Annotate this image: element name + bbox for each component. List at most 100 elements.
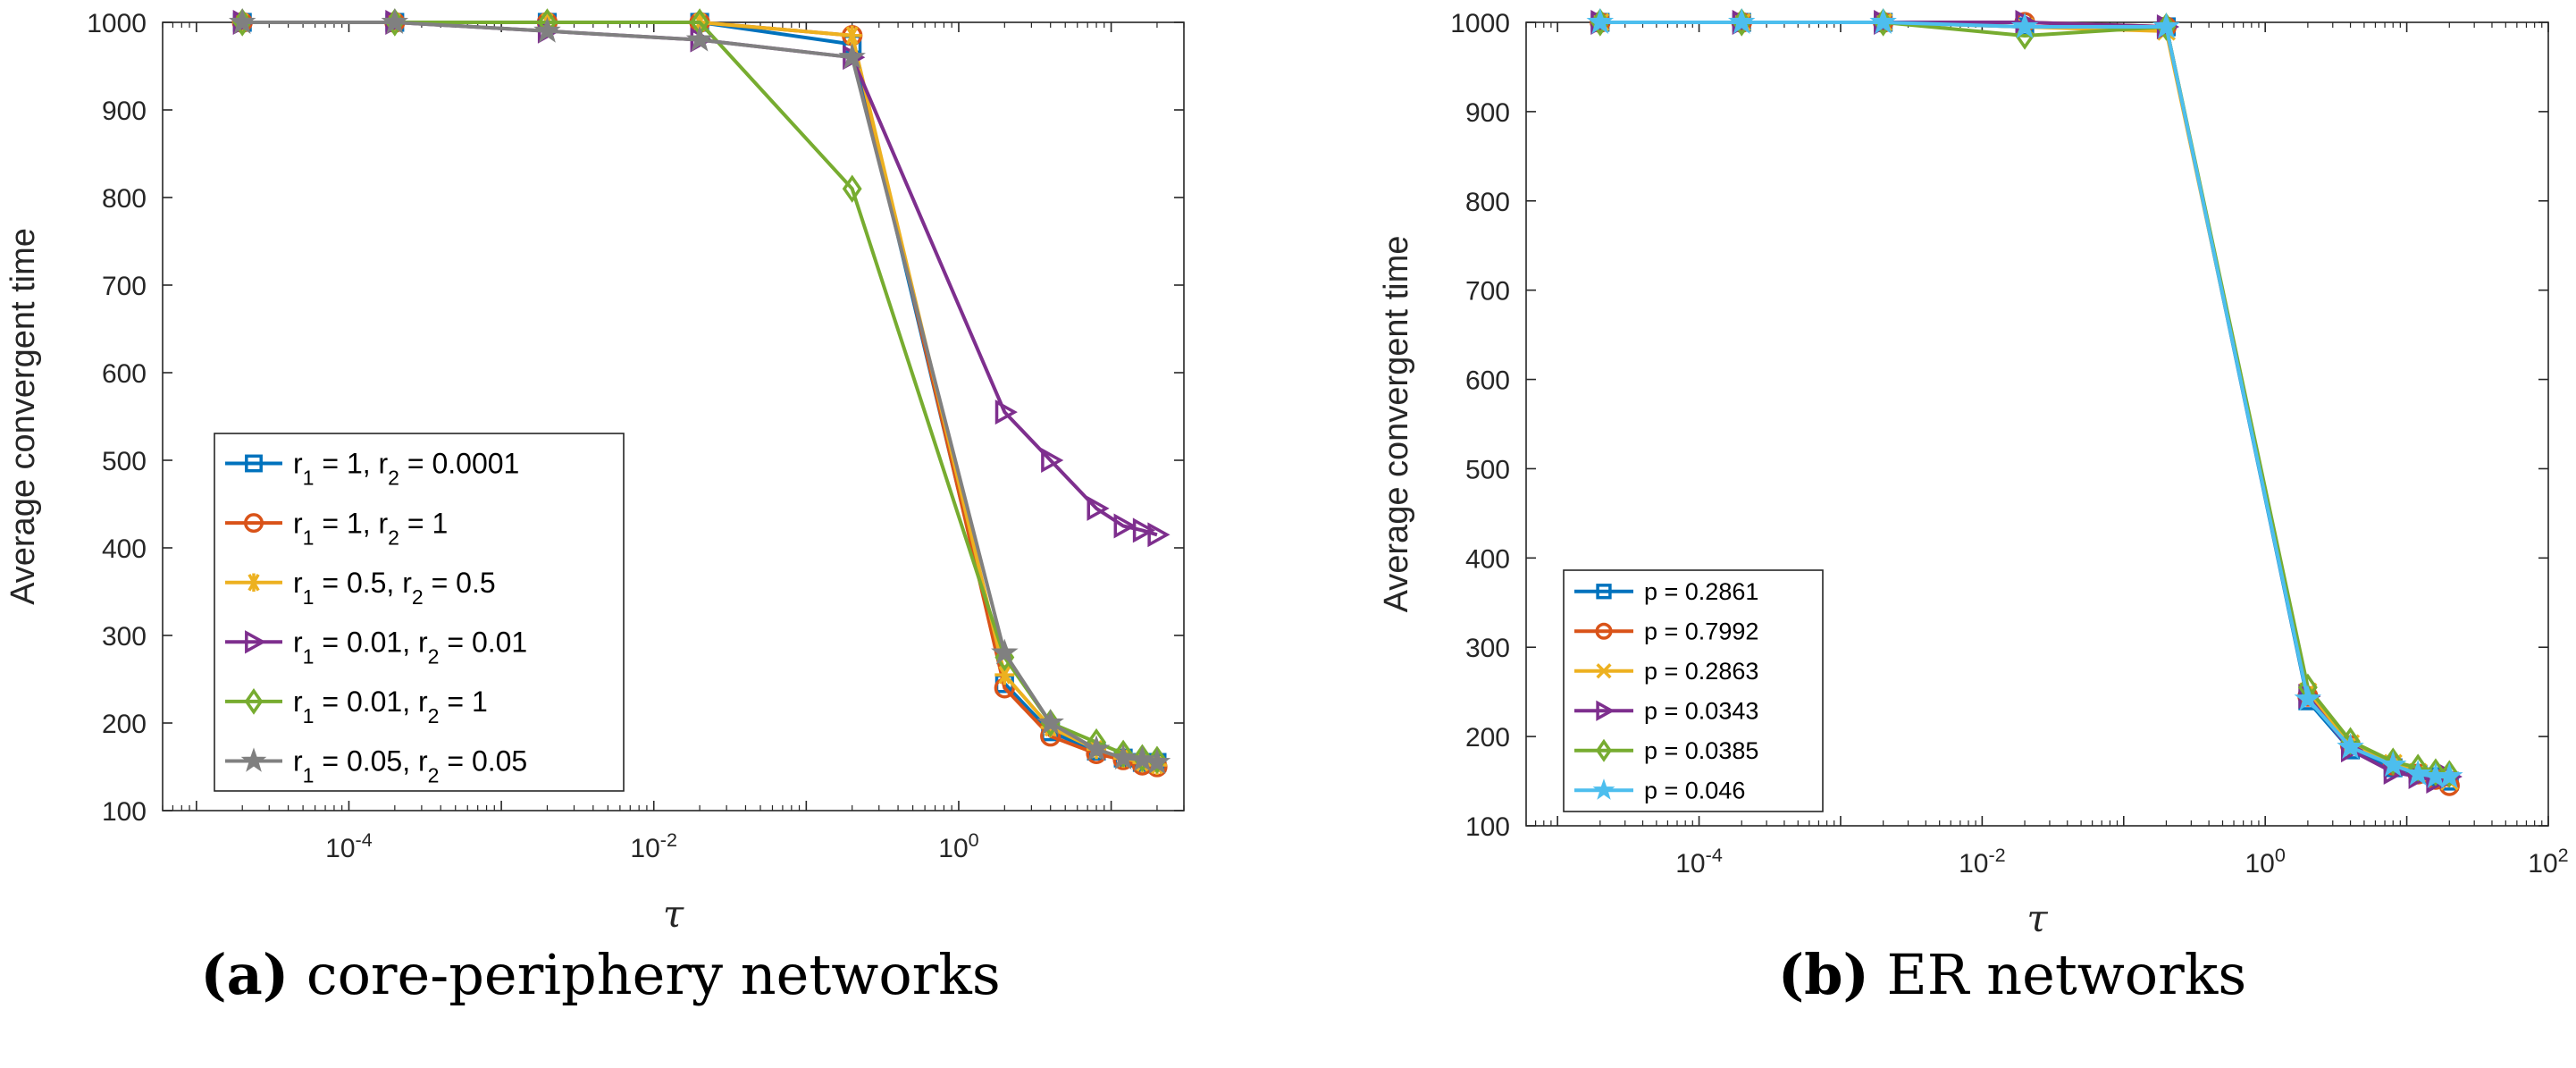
- y-tick-label: 300: [1465, 634, 1510, 663]
- panel-a: 100 200 300 400 500 600 700 800 900 1000 10-4 10-2 1…: [4, 7, 1185, 936]
- data-point: [1132, 517, 1156, 543]
- data-point: [228, 7, 256, 34]
- data-point: [994, 665, 1015, 685]
- y-tick-label: 500: [102, 447, 147, 476]
- legend-item: p = 0.7992: [1574, 618, 1758, 645]
- legend-marker: [1596, 663, 1612, 679]
- y-tick-label: 300: [102, 622, 147, 652]
- legend-marker: [245, 630, 266, 654]
- legend-marker: [244, 688, 264, 715]
- data-point: [1143, 748, 1171, 775]
- x-tick-label: 10-4: [325, 828, 373, 864]
- legend-marker: [1595, 622, 1613, 640]
- legend-marker: [244, 573, 264, 592]
- x-tick-label: 100: [938, 828, 978, 864]
- data-point: [1132, 744, 1153, 772]
- x-tick-label: 10-4: [1675, 844, 1723, 879]
- legend-marker: [1596, 584, 1612, 600]
- y-tick-label: 100: [1465, 812, 1510, 842]
- legend-item: p = 0.046: [1574, 778, 1745, 804]
- series-5: [228, 7, 1171, 775]
- legend: r1 = 1, r2 = 0.0001 r1 = 1, r2 = 1 r1 = 0.…: [214, 433, 625, 792]
- legend-label: p = 0.046: [1644, 778, 1745, 804]
- y-tick-label: 200: [1465, 723, 1510, 753]
- legend-marker: [1596, 700, 1615, 721]
- caption-b: (b) ER networks: [1778, 942, 2246, 1007]
- data-point: [1082, 735, 1111, 761]
- legend-item: r1 = 0.5, r2 = 0.5: [225, 567, 496, 609]
- data-point: [838, 43, 866, 70]
- x-tick-label: 102: [2528, 844, 2568, 879]
- legend-box: [1563, 569, 1824, 812]
- legend-box: [214, 433, 625, 792]
- x-tick-label: 10-2: [1959, 844, 2006, 879]
- data-point: [2010, 12, 2039, 38]
- data-point: [1109, 744, 1137, 770]
- data-point: [2294, 685, 2322, 711]
- legend-marker: [244, 513, 264, 534]
- legend-marker: [1592, 778, 1615, 800]
- legend-label: p = 0.7992: [1644, 618, 1758, 645]
- data-point: [1727, 7, 1756, 34]
- data-point: [685, 25, 714, 52]
- legend-item: p = 0.2861: [1574, 578, 1758, 605]
- legend-label: r1 = 0.01, r2 = 0.01: [293, 627, 527, 669]
- y-tick-label: 200: [102, 710, 147, 739]
- legend-item: r1 = 0.05, r2 = 0.05: [225, 745, 527, 787]
- legend-item: r1 = 1, r2 = 0.0001: [225, 448, 519, 490]
- data-point: [2404, 760, 2432, 786]
- y-tick-label: 700: [102, 272, 147, 301]
- data-point: [1147, 522, 1171, 548]
- data-point: [381, 7, 409, 34]
- data-point: [1087, 495, 1110, 521]
- series-5: [1586, 7, 2463, 789]
- data-point: [994, 399, 1018, 425]
- y-tick-label: 600: [1465, 366, 1510, 396]
- legend-item: p = 0.0385: [1574, 737, 1758, 764]
- legend-label: r1 = 0.5, r2 = 0.5: [293, 567, 496, 609]
- data-point: [2439, 760, 2460, 788]
- x-tick-label: 10-2: [630, 828, 677, 864]
- data-point: [1586, 7, 1615, 34]
- legend-label: r1 = 0.05, r2 = 0.05: [293, 745, 527, 787]
- data-point: [842, 25, 862, 46]
- data-point: [2425, 758, 2446, 786]
- legend-label: r1 = 0.01, r2 = 1: [293, 685, 488, 727]
- y-tick-label: 400: [1465, 544, 1510, 574]
- y-axis-label: Average convergent time: [1378, 236, 1415, 613]
- x-axis-label: τ: [2026, 896, 2048, 940]
- data-point: [2337, 733, 2364, 760]
- data-point: [2383, 747, 2404, 776]
- legend: p = 0.2861 p = 0.7992 p = 0.2863 p = 0.0343…: [1563, 569, 1824, 812]
- x-axis-label: τ: [663, 892, 684, 936]
- legend-item: r1 = 1, r2 = 1: [225, 507, 448, 549]
- caption-a-letter: (a): [200, 942, 289, 1007]
- data-point: [991, 638, 1019, 665]
- legend-label: r1 = 1, r2 = 1: [293, 507, 448, 549]
- y-tick-label: 900: [1465, 98, 1510, 128]
- data-point: [1113, 513, 1137, 539]
- caption-b-letter: (b): [1778, 942, 1869, 1007]
- data-point: [842, 174, 862, 203]
- caption-a: (a) core-periphery networks: [200, 942, 1000, 1007]
- data-point: [1041, 448, 1064, 473]
- y-tick-label: 1000: [1450, 9, 1510, 38]
- data-point: [2436, 762, 2463, 789]
- caption-b-text: ER networks: [1869, 942, 2246, 1007]
- legend-label: p = 0.2863: [1644, 658, 1758, 685]
- legend-label: p = 0.0343: [1644, 698, 1758, 725]
- data-point: [2152, 12, 2180, 38]
- legend-label: p = 0.2861: [1644, 578, 1758, 605]
- legend-marker: [245, 454, 263, 473]
- legend-marker: [1595, 738, 1613, 762]
- y-tick-label: 900: [102, 97, 147, 126]
- legend-marker: [240, 747, 267, 772]
- panel-b: 100 200 300 400 500 600 700 800 900 1000 10-4 10-2 1…: [1378, 7, 2569, 940]
- legend-label: p = 0.0385: [1644, 737, 1758, 764]
- data-point: [533, 16, 561, 43]
- legend-item: p = 0.0343: [1574, 698, 1758, 725]
- caption-a-text: core-periphery networks: [289, 942, 1001, 1007]
- y-tick-label: 1000: [87, 9, 147, 38]
- y-axis-label: Average convergent time: [4, 228, 42, 605]
- y-tick-label: 800: [102, 184, 147, 214]
